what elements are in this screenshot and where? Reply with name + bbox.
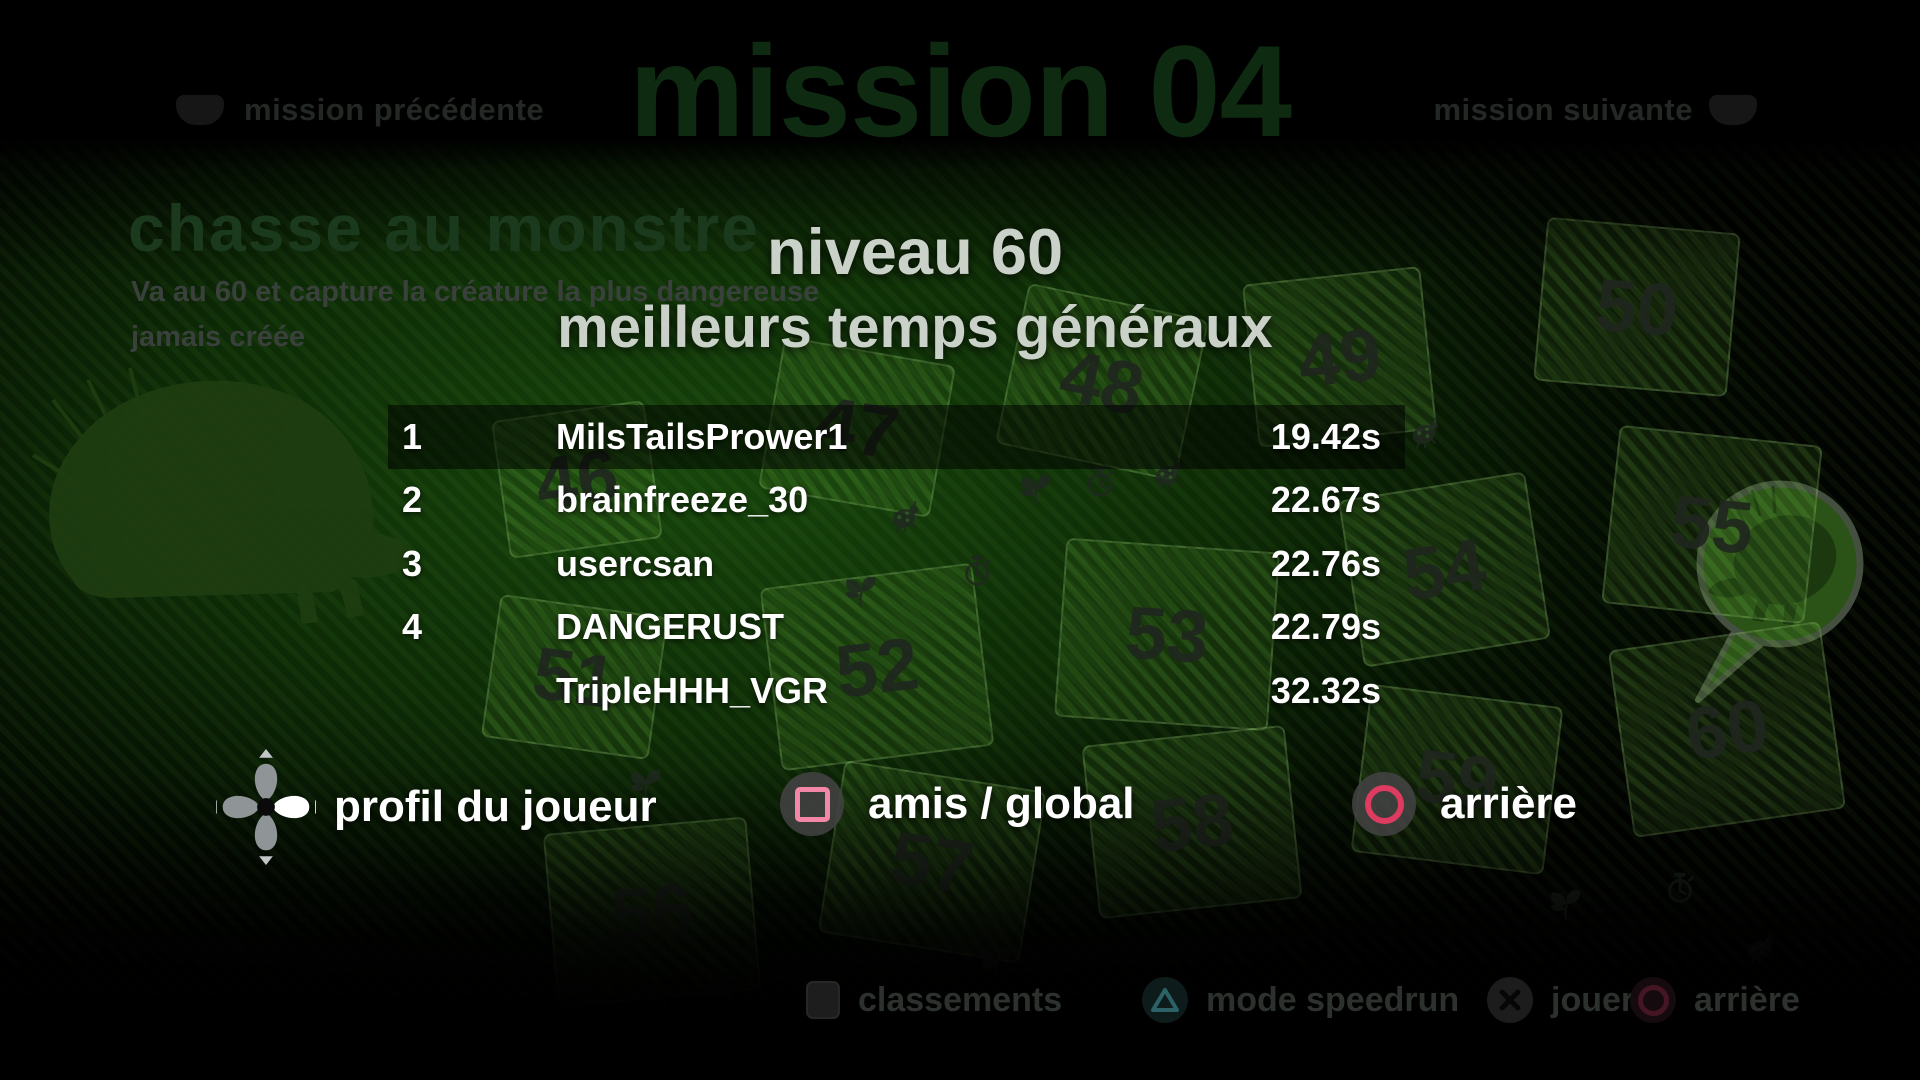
legend-speedrun-mode: mode speedrun xyxy=(1142,976,1459,1024)
circle-button-icon xyxy=(1352,772,1416,836)
monster-silhouette xyxy=(31,367,416,624)
player-profile-control[interactable]: profil du joueur xyxy=(216,746,657,868)
map-tile-number: 54 xyxy=(1397,522,1492,617)
stopwatch-icon xyxy=(1081,463,1119,501)
map-tile-55: 55 xyxy=(1601,424,1823,625)
legend-rankings-label: classements xyxy=(858,980,1063,1019)
leaderboard: 1 MilsTailsPrower1 19.42s 2 brainfreeze_… xyxy=(388,405,1405,723)
friends-global-label: amis / global xyxy=(868,779,1135,828)
legend-back: arrière xyxy=(1630,976,1800,1024)
legend-play: jouer xyxy=(1487,976,1634,1024)
leaderboard-player-name: DANGERUST xyxy=(556,606,785,648)
square-button-icon xyxy=(806,981,840,1019)
leaderboard-time: 22.79s xyxy=(1270,606,1381,648)
legend-play-label: jouer xyxy=(1551,980,1635,1019)
triangle-button-icon xyxy=(1142,977,1188,1023)
shoulder-button-icon xyxy=(1709,95,1757,125)
previous-mission-button[interactable]: mission précédente xyxy=(176,92,544,128)
map-bottom-fade xyxy=(0,770,1920,1080)
leaderboard-row[interactable]: TripleHHH_VGR 32.32s xyxy=(388,659,1405,723)
leaderboard-player-name: brainfreeze_30 xyxy=(556,479,809,521)
leaderboard-rank: 4 xyxy=(402,606,423,648)
sprout-icon xyxy=(841,573,879,611)
leaderboard-player-name: TripleHHH_VGR xyxy=(556,669,829,711)
leaderboard-subtitle: meilleurs temps généraux xyxy=(557,295,1273,360)
monster-location-bubble xyxy=(1695,480,1864,703)
back-control[interactable]: arrière xyxy=(1352,772,1577,836)
stopwatch-icon xyxy=(958,552,996,590)
leaderboard-rank: 2 xyxy=(402,479,423,521)
next-mission-label: mission suivante xyxy=(1433,92,1693,127)
mission-description: Va au 60 et capture la créature la plus … xyxy=(131,270,819,360)
leaderboard-player-name: MilsTailsPrower1 xyxy=(556,415,848,457)
sprout-icon xyxy=(1016,471,1054,509)
cross-button-icon xyxy=(1487,977,1533,1023)
mission-number-title: mission 04 xyxy=(629,18,1292,164)
back-label: arrière xyxy=(1440,779,1578,828)
bubble-creature-icon xyxy=(1708,515,1837,625)
leaderboard-time: 32.32s xyxy=(1270,669,1381,711)
level-title: niveau 60 xyxy=(766,215,1064,288)
player-profile-label: profil du joueur xyxy=(334,782,657,831)
map-tile-number: 60 xyxy=(1680,682,1774,777)
mission-description-line2: jamais créée xyxy=(131,320,306,353)
leaderboard-player-name: usercsan xyxy=(556,542,715,584)
map-top-fade xyxy=(0,0,1920,270)
shoulder-button-icon xyxy=(176,95,224,125)
leaderboard-row[interactable]: 4 DANGERUST 22.79s xyxy=(388,596,1405,660)
leaderboard-row[interactable]: 2 brainfreeze_30 22.67s xyxy=(388,469,1405,533)
leaderboard-time: 19.42s xyxy=(1270,415,1381,457)
legend-speedrun-label: mode speedrun xyxy=(1206,980,1460,1019)
leaderboard-time: 22.76s xyxy=(1270,542,1381,584)
map-tile-number: 55 xyxy=(1666,478,1758,571)
friends-global-control[interactable]: amis / global xyxy=(780,772,1135,836)
next-mission-button[interactable]: mission suivante xyxy=(1433,92,1757,128)
leaderboard-time: 22.67s xyxy=(1270,479,1381,521)
leaderboard-row[interactable]: 1 MilsTailsPrower1 19.42s xyxy=(388,405,1405,469)
leaderboard-row[interactable]: 3 usercsan 22.76s xyxy=(388,532,1405,596)
leaderboard-rank: 3 xyxy=(402,542,423,584)
ladybug-icon xyxy=(1406,413,1444,451)
mission-name: chasse au monstre xyxy=(128,191,760,265)
legend-back-label: arrière xyxy=(1694,980,1800,1019)
circle-button-icon xyxy=(1630,977,1676,1023)
leaderboard-rank: 1 xyxy=(402,415,423,457)
square-button-icon xyxy=(780,772,844,836)
legend-rankings: classements xyxy=(806,976,1062,1024)
dpad-icon xyxy=(216,748,316,866)
map-tile-number: 50 xyxy=(1592,262,1682,352)
mission-description-line1: Va au 60 et capture la créature la plus … xyxy=(131,276,820,308)
previous-mission-label: mission précédente xyxy=(244,92,545,127)
ladybug-icon xyxy=(886,497,924,535)
